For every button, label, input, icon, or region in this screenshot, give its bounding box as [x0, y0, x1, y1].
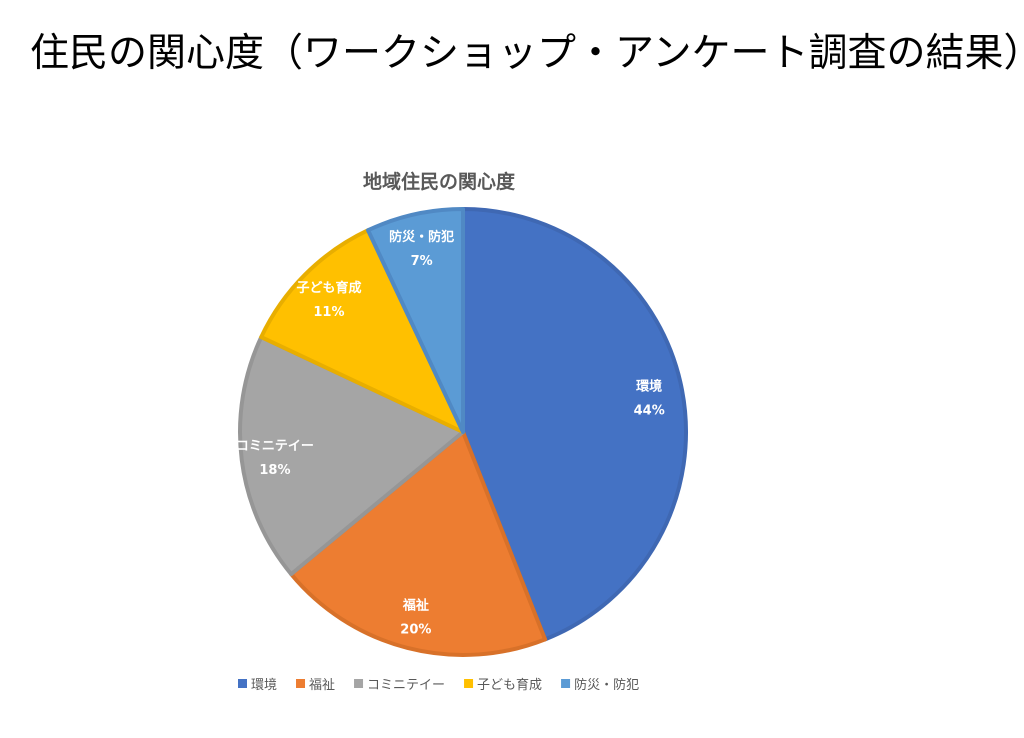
legend-swatch	[354, 679, 364, 688]
pie-slice-2	[238, 335, 465, 577]
pie-slice-0	[461, 207, 688, 642]
slice-value-label: 18%	[259, 463, 290, 478]
pie-slice-4	[366, 207, 465, 434]
legend-label: 防災・防犯	[574, 677, 639, 693]
legend-item: コミニテイー	[354, 678, 445, 693]
slice-value-label: 11%	[313, 305, 344, 320]
legend-item: 防災・防犯	[561, 677, 639, 693]
slice-value-label: 44%	[634, 403, 665, 418]
slice-category-label: 防災・防犯	[389, 229, 454, 245]
slice-category-label: 福祉	[402, 598, 429, 614]
legend-label: 環境	[251, 678, 277, 693]
pie-slice-1	[289, 430, 548, 657]
legend-swatch	[238, 679, 247, 688]
legend-label: 福祉	[309, 678, 335, 693]
chart-title: 地域住民の関心度	[363, 170, 516, 193]
slice-value-label: 20%	[400, 623, 431, 638]
slice-category-label: 環境	[636, 378, 662, 394]
legend-swatch	[296, 679, 306, 688]
legend-label: コミニテイー	[367, 678, 445, 693]
legend-label: 子ども育成	[477, 677, 542, 693]
legend-item: 福祉	[296, 678, 335, 693]
legend-swatch	[464, 679, 474, 688]
legend-item: 環境	[238, 678, 277, 693]
slice-value-label: 7%	[411, 254, 433, 269]
slice-category-label: コミニテイー	[236, 439, 314, 454]
pie-slice-3	[259, 228, 465, 434]
slice-category-label: 子ども育成	[296, 280, 361, 296]
legend-item: 子ども育成	[464, 677, 542, 693]
slide-title: 住民の関心度（ワークショップ・アンケート調査の結果）	[30, 31, 1024, 76]
legend-swatch	[561, 679, 571, 688]
